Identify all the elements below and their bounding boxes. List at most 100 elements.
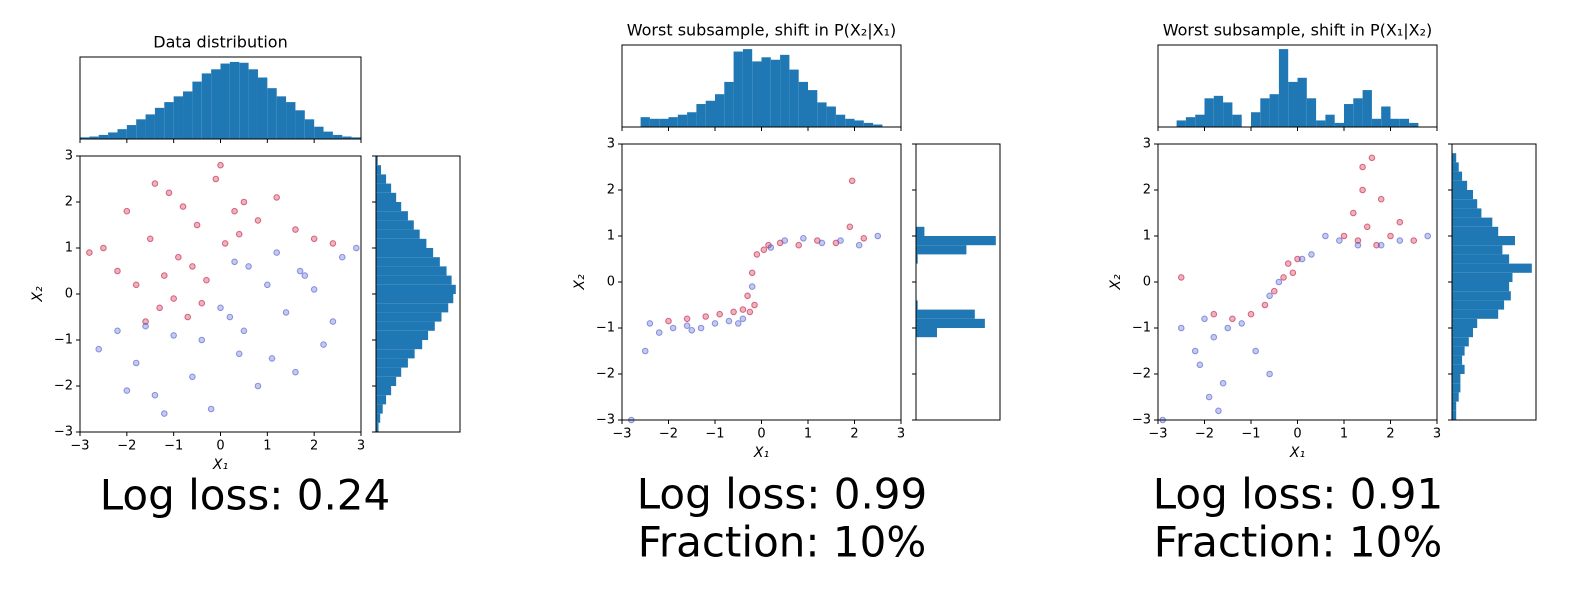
point bbox=[751, 301, 758, 309]
point bbox=[746, 308, 754, 316]
hist-bar bbox=[201, 73, 212, 139]
y-tick-label: 2 bbox=[65, 195, 73, 210]
hist-bar bbox=[1452, 171, 1463, 181]
point bbox=[748, 269, 756, 277]
point bbox=[264, 281, 271, 289]
hist-bar bbox=[89, 136, 99, 139]
x-tick-label: −2 bbox=[1195, 427, 1214, 442]
hist-bar bbox=[1452, 190, 1473, 200]
hist-frame bbox=[915, 143, 1001, 421]
point bbox=[795, 241, 803, 249]
point bbox=[1340, 232, 1348, 240]
y-tick-label: −1 bbox=[1132, 321, 1151, 336]
hist-bar bbox=[1204, 98, 1214, 127]
hist-bar bbox=[1452, 364, 1465, 374]
hist-bar bbox=[916, 226, 925, 236]
hist-bar bbox=[659, 118, 669, 127]
point bbox=[1359, 186, 1366, 194]
plot-frame bbox=[1157, 143, 1438, 421]
hist-bar bbox=[1232, 114, 1242, 127]
hist-bar bbox=[1176, 120, 1186, 127]
x-tick-label: 0 bbox=[1293, 427, 1301, 442]
hist-bar bbox=[154, 107, 165, 139]
point bbox=[1396, 237, 1404, 244]
point bbox=[273, 194, 281, 201]
point bbox=[175, 253, 182, 261]
hist-bar bbox=[649, 118, 660, 127]
x-tick-label: 1 bbox=[263, 439, 271, 454]
point bbox=[1270, 287, 1278, 295]
hist-bar bbox=[376, 386, 392, 396]
point bbox=[170, 332, 177, 339]
point bbox=[231, 258, 238, 266]
point bbox=[114, 267, 121, 275]
hist-bar bbox=[1452, 337, 1469, 347]
hist-bar bbox=[1213, 95, 1224, 127]
point bbox=[1252, 347, 1259, 355]
hist-bar bbox=[192, 81, 202, 139]
hist-bar bbox=[808, 90, 818, 127]
point bbox=[193, 221, 201, 229]
hist-bar bbox=[376, 284, 456, 294]
hist-bar bbox=[1381, 106, 1391, 127]
hist-bar bbox=[1269, 94, 1279, 127]
hist-bar bbox=[687, 112, 697, 127]
hist-bar bbox=[780, 54, 790, 128]
hist-bar bbox=[873, 124, 883, 127]
hist-bar bbox=[376, 349, 415, 359]
hist-bar bbox=[267, 88, 277, 139]
hist-bar bbox=[1260, 98, 1270, 127]
hist-bar bbox=[376, 165, 382, 175]
point bbox=[739, 315, 747, 323]
y-tick-label: 1 bbox=[1143, 229, 1151, 244]
y-axis-label: X₂ bbox=[1108, 274, 1124, 291]
hist-bar bbox=[1223, 102, 1233, 127]
y-axis-label: X₂ bbox=[572, 274, 588, 291]
hist-bar bbox=[845, 118, 855, 127]
hist-bar bbox=[1452, 291, 1511, 301]
hist-bar bbox=[1325, 114, 1335, 127]
point bbox=[212, 175, 220, 183]
hist-bar bbox=[1399, 118, 1410, 127]
point bbox=[1261, 301, 1269, 309]
caption: Log loss: 0.91 bbox=[1153, 470, 1444, 519]
point bbox=[855, 241, 863, 249]
point bbox=[683, 322, 691, 330]
point bbox=[1247, 310, 1255, 318]
hist-bar bbox=[342, 136, 352, 139]
point bbox=[1350, 209, 1357, 217]
hist-bar bbox=[286, 102, 296, 139]
hist-bar bbox=[1288, 81, 1298, 127]
hist-bar bbox=[1251, 112, 1261, 127]
point bbox=[1363, 223, 1371, 231]
hist-bar bbox=[1452, 392, 1459, 402]
point bbox=[184, 313, 192, 321]
point bbox=[874, 232, 882, 240]
point bbox=[231, 207, 238, 215]
x-tick-label: −2 bbox=[117, 439, 136, 454]
hist-bar bbox=[1452, 309, 1499, 319]
caption: Log loss: 0.24 bbox=[100, 471, 391, 520]
x-tick-label: −2 bbox=[659, 427, 678, 442]
point bbox=[1368, 154, 1376, 162]
point bbox=[132, 359, 140, 367]
point bbox=[189, 373, 196, 381]
point bbox=[846, 223, 854, 231]
hist-bar bbox=[789, 69, 799, 127]
point bbox=[739, 306, 747, 313]
hist-bar bbox=[314, 126, 324, 139]
point bbox=[310, 235, 318, 243]
point bbox=[753, 251, 761, 258]
hist-bar bbox=[640, 117, 650, 127]
hist-bar bbox=[715, 94, 725, 127]
point bbox=[744, 292, 751, 300]
x-tick-label: 1 bbox=[804, 427, 812, 442]
x-tick-label: 3 bbox=[357, 439, 365, 454]
point bbox=[329, 240, 337, 247]
point bbox=[1177, 274, 1185, 281]
point bbox=[203, 276, 210, 284]
point bbox=[165, 189, 173, 197]
hist-bar bbox=[376, 330, 429, 340]
hist-bar bbox=[295, 110, 305, 139]
hist-bar bbox=[916, 254, 918, 264]
